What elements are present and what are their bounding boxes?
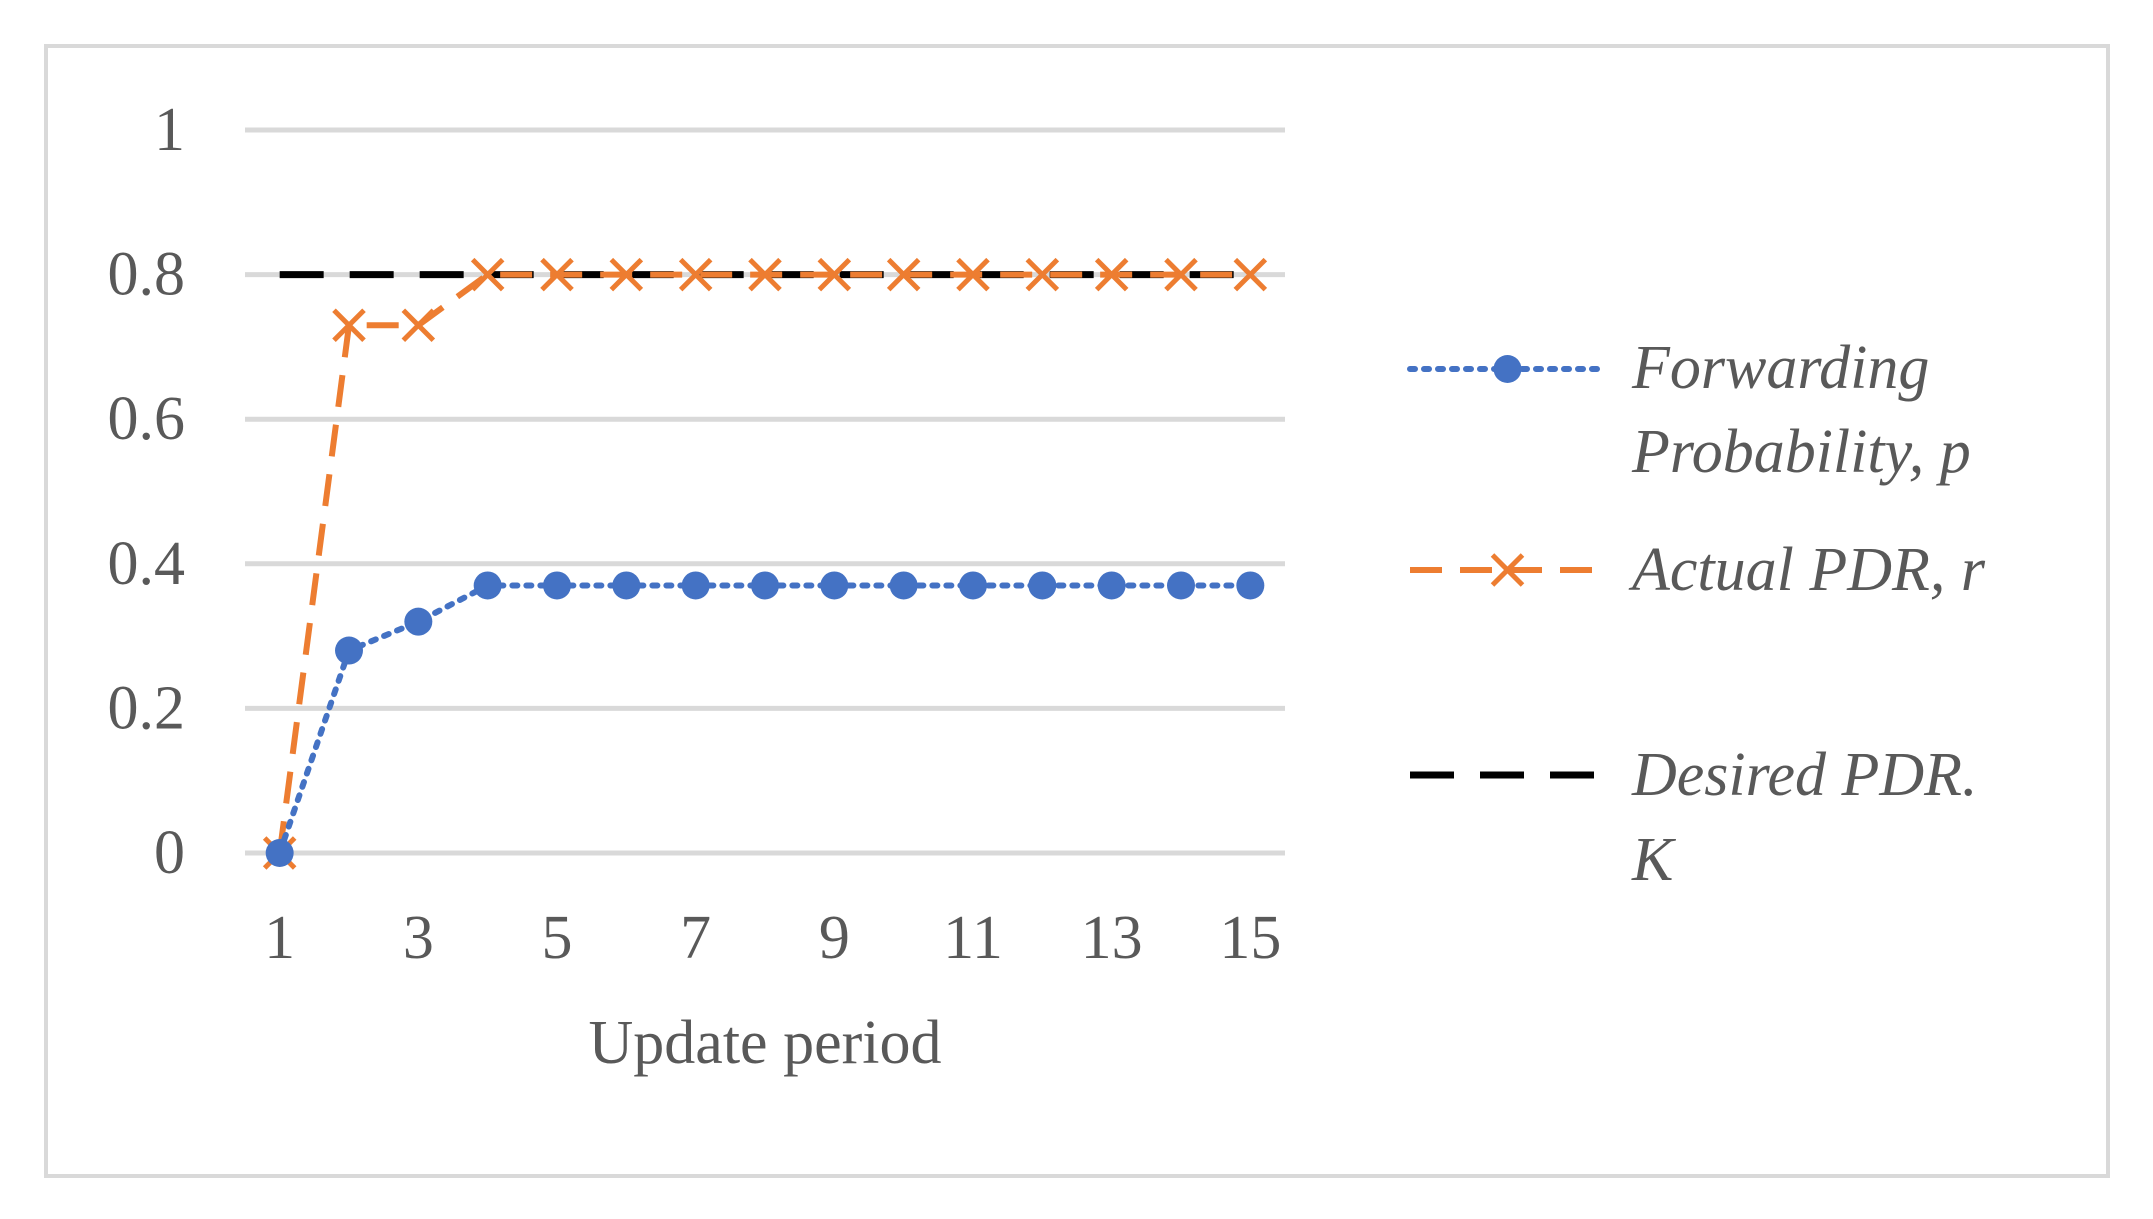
series-0 — [265, 571, 1265, 867]
legend-item: Forwarding Probability, p — [1407, 334, 1971, 486]
x-tick-label: 15 — [1219, 904, 1281, 972]
legend: Forwarding Probability, p Actual PDR, r Des… — [1407, 334, 1986, 894]
gridlines — [245, 127, 1285, 856]
data-point — [609, 257, 644, 292]
x-tick-label: 7 — [680, 904, 711, 972]
x-tick-label: 5 — [542, 904, 573, 972]
data-point — [681, 571, 710, 600]
data-point — [1028, 571, 1057, 600]
legend-item: Actual PDR, r — [1410, 536, 1986, 604]
data-point — [678, 257, 713, 292]
legend-label: Probability, p — [1631, 418, 1971, 486]
legend-marker — [1493, 355, 1522, 383]
data-point — [886, 257, 921, 292]
x-axis-ticks: 1 3 5 7 9 11 13 15 — [264, 904, 1281, 972]
x-tick-label: 9 — [819, 904, 850, 972]
data-point — [1236, 571, 1265, 600]
y-tick-label: 0.4 — [108, 530, 186, 598]
data-point — [748, 257, 782, 292]
series-1 — [262, 257, 1268, 870]
legend-label: Actual PDR, r — [1628, 536, 1986, 604]
x-tick-label: 13 — [1081, 904, 1143, 972]
legend-label: Forwarding — [1631, 334, 1929, 402]
y-tick-label: 1 — [154, 96, 185, 164]
legend-label: K — [1631, 826, 1677, 894]
data-point — [817, 257, 852, 292]
legend-item: Desired PDR. K — [1410, 741, 1978, 894]
y-axis-ticks: 0 0.2 0.4 0.6 0.8 1 — [108, 96, 186, 887]
data-point — [751, 571, 779, 600]
data-point — [335, 636, 363, 665]
x-tick-label: 3 — [403, 904, 434, 972]
data-point — [820, 571, 849, 600]
y-tick-label: 0.6 — [108, 385, 186, 453]
data-point — [540, 257, 574, 292]
data-point — [470, 257, 505, 292]
y-tick-label: 0.2 — [108, 674, 186, 742]
data-point — [889, 571, 918, 600]
data-point — [404, 607, 433, 636]
data-point — [265, 839, 294, 867]
legend-marker — [1490, 553, 1525, 587]
data-point — [956, 257, 990, 292]
x-tick-label: 1 — [264, 904, 295, 972]
x-axis-title: Update period — [589, 1009, 942, 1077]
data-point — [1233, 257, 1268, 292]
plot-series — [262, 257, 1268, 870]
data-point — [1164, 257, 1198, 292]
y-tick-label: 0 — [154, 819, 185, 887]
data-point — [959, 571, 987, 600]
data-point — [1167, 571, 1195, 600]
x-tick-label: 11 — [943, 904, 1003, 972]
data-point — [401, 308, 436, 342]
data-point — [1097, 571, 1126, 600]
data-point — [543, 571, 571, 600]
chart-frame — [44, 44, 2110, 1178]
legend-label: Desired PDR. — [1631, 741, 1978, 809]
data-point — [1025, 257, 1060, 292]
y-tick-label: 0.8 — [108, 241, 186, 309]
data-point — [473, 571, 502, 600]
data-point — [612, 571, 641, 600]
data-point — [332, 308, 366, 342]
data-point — [1094, 257, 1129, 292]
